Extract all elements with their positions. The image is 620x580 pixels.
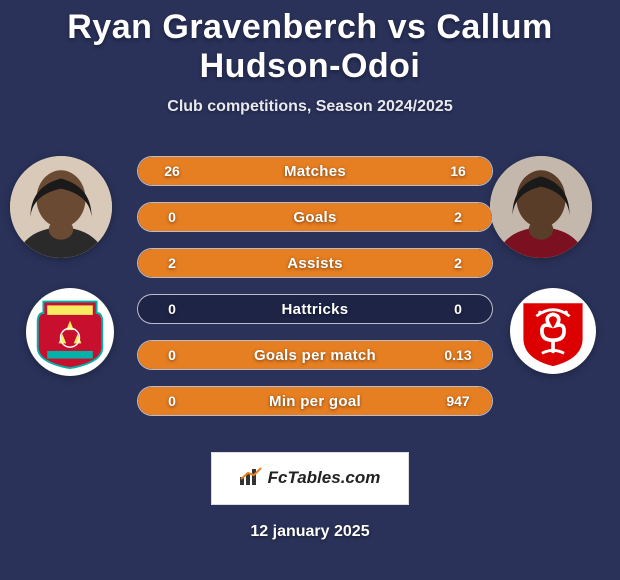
comparison-widget: Ryan Gravenberch vs Callum Hudson-Odoi C… bbox=[0, 0, 620, 580]
stat-value-left: 2 bbox=[142, 255, 202, 271]
footer: FcTables.com 12 january 2025 bbox=[0, 452, 620, 541]
date-label: 12 january 2025 bbox=[0, 523, 620, 541]
stat-value-right: 16 bbox=[428, 163, 488, 179]
stat-label: Assists bbox=[202, 255, 428, 272]
stat-row: 2Assists2 bbox=[137, 248, 493, 278]
stat-row: 0Hattricks0 bbox=[137, 294, 493, 324]
branding-badge: FcTables.com bbox=[211, 452, 410, 505]
stat-value-left: 0 bbox=[142, 347, 202, 363]
stat-row: 0Goals per match0.13 bbox=[137, 340, 493, 370]
stat-label: Hattricks bbox=[202, 301, 428, 318]
stat-value-right: 2 bbox=[428, 209, 488, 225]
stat-value-left: 0 bbox=[142, 209, 202, 225]
stat-row: 0Goals2 bbox=[137, 202, 493, 232]
comparison-body: 26Matches160Goals22Assists20Hattricks00G… bbox=[0, 146, 620, 446]
subtitle: Club competitions, Season 2024/2025 bbox=[0, 98, 620, 116]
player-left-avatar bbox=[10, 156, 112, 258]
branding-text: FcTables.com bbox=[268, 468, 381, 487]
page-title: Ryan Gravenberch vs Callum Hudson-Odoi bbox=[0, 8, 620, 86]
chart-icon bbox=[240, 467, 262, 490]
stat-value-right: 2 bbox=[428, 255, 488, 271]
club-left-badge bbox=[26, 288, 114, 376]
stat-label: Min per goal bbox=[202, 393, 428, 410]
stat-label: Goals per match bbox=[202, 347, 428, 364]
stat-value-left: 26 bbox=[142, 163, 202, 179]
stat-label: Goals bbox=[202, 209, 428, 226]
stat-value-left: 0 bbox=[142, 393, 202, 409]
stat-value-left: 0 bbox=[142, 301, 202, 317]
stat-row: 0Min per goal947 bbox=[137, 386, 493, 416]
stat-value-right: 947 bbox=[428, 393, 488, 409]
player-right-avatar bbox=[490, 156, 592, 258]
club-right-badge bbox=[510, 288, 596, 374]
stat-label: Matches bbox=[202, 163, 428, 180]
stat-value-right: 0.13 bbox=[428, 347, 488, 363]
stat-row: 26Matches16 bbox=[137, 156, 493, 186]
stat-value-right: 0 bbox=[428, 301, 488, 317]
stat-bars: 26Matches160Goals22Assists20Hattricks00G… bbox=[137, 156, 493, 432]
